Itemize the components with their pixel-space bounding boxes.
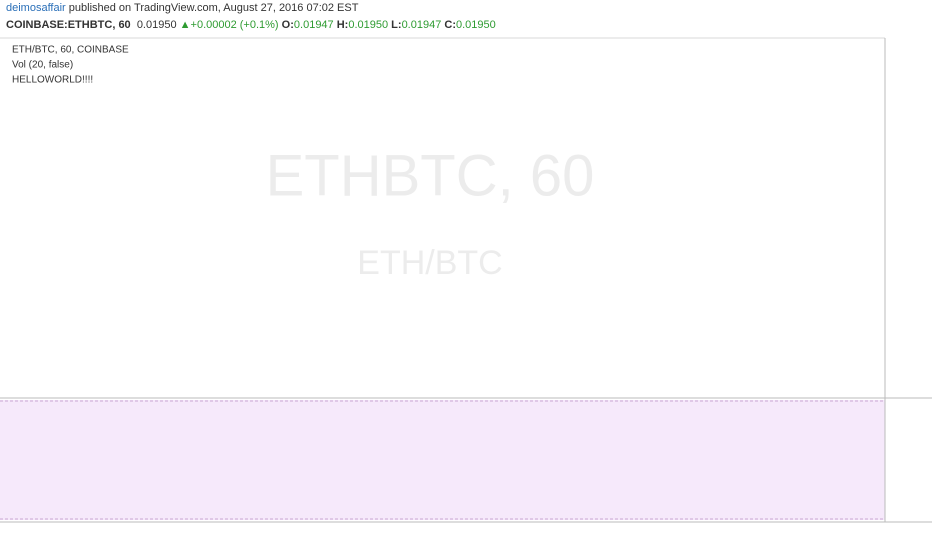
header: deimosaffair published on TradingView.co… — [0, 0, 932, 36]
script-label: HELLOWORLD!!!! — [12, 75, 93, 86]
c-value: 0.01950 — [456, 19, 496, 31]
change: +0.00002 (+0.1%) — [190, 19, 279, 31]
indicator-background — [0, 400, 885, 520]
last-price: 0.01950 — [136, 19, 177, 31]
l-value: 0.01947 — [401, 19, 442, 31]
publish-line: deimosaffair published on TradingView.co… — [6, 2, 358, 14]
watermark: ETHBTC, 60 — [266, 143, 595, 208]
user-link[interactable]: deimosaffair — [6, 2, 66, 14]
l-label: L: — [391, 19, 402, 31]
change-arrow: ▲ — [179, 19, 191, 31]
h-label: H: — [336, 19, 349, 31]
publish-info: published on TradingView.com, August 27,… — [68, 2, 359, 14]
volume-label: Vol (20, false) — [12, 60, 73, 71]
watermark-sub: ETH/BTC — [357, 244, 502, 282]
quote-line: COINBASE:ETHBTC, 60 0.01950 ▲+0.00002 (+… — [6, 19, 496, 31]
o-value: 0.01947 — [293, 19, 334, 31]
c-label: C: — [444, 19, 456, 31]
symbol: COINBASE:ETHBTC, 60 — [6, 19, 131, 31]
legend-title: ETH/BTC, 60, COINBASE — [12, 45, 129, 56]
o-label: O: — [281, 19, 294, 31]
h-value: 0.01950 — [348, 19, 389, 31]
